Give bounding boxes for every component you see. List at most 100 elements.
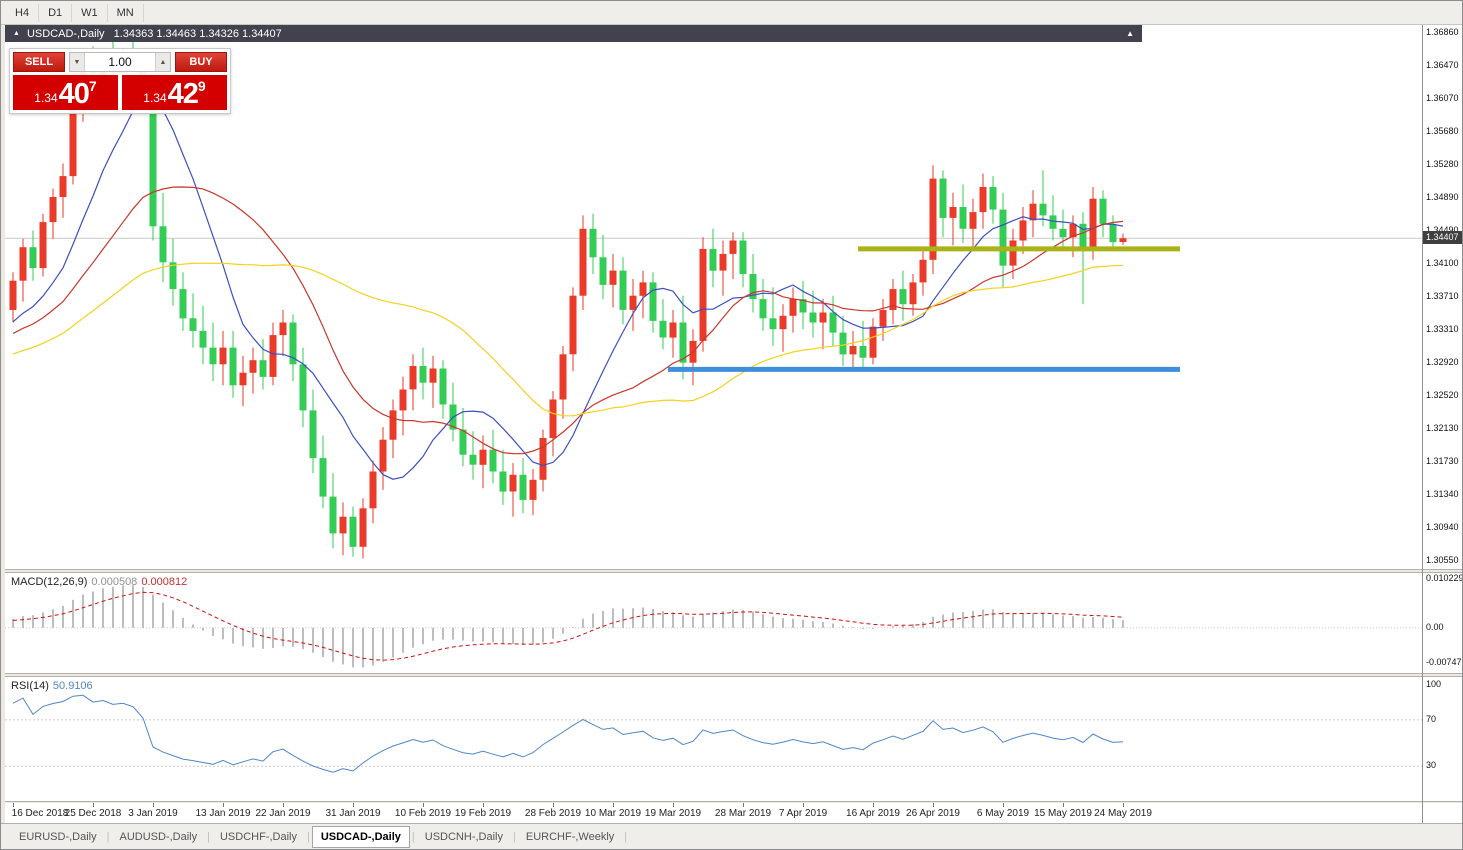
timeframe-button-h4[interactable]: H4 [6,3,40,22]
time-tick-label: 10 Mar 2019 [584,808,642,819]
time-tick [153,803,154,807]
scale-tick-label: 100 [1426,679,1442,690]
time-tick [613,803,614,807]
chart-workspace: ▲ USDCAD-,Daily 1.34363 1.34463 1.34326 … [1,25,1462,823]
pane-splitter-macd[interactable] [5,569,1422,573]
scale-tick-label: 1.35680 [1426,125,1459,136]
time-tick-label: 24 May 2019 [1094,808,1152,819]
chart-tab-usdchf-daily[interactable]: USDCHF-,Daily [219,830,297,843]
time-tick-label: 28 Mar 2019 [714,808,772,819]
scale-tick-label: 1.34490 [1426,225,1459,236]
rsi-canvas [5,694,1422,773]
time-tick [1123,803,1124,807]
timeframe-button-d1[interactable]: D1 [39,3,73,22]
time-tick-label: 15 May 2019 [1034,808,1092,819]
buy-price-big: 42 [167,78,199,110]
scale-tick-label: 1.34100 [1426,257,1459,268]
scale-corner [1423,803,1462,823]
rsi-scale: 100 70 30 [1423,677,1462,801]
time-tick [353,803,354,807]
time-tick [483,803,484,807]
scale-tick-label: 0.00 [1426,621,1444,632]
scale-splitter [1423,801,1462,803]
sell-price-big: 40 [58,78,90,110]
symbol-marker-icon: ▲ [13,30,20,37]
timeframe-toolbar: H4 D1 W1 MN [1,1,1462,25]
one-click-trading-panel: SELL ▼ 1.00 ▲ BUY [9,48,231,114]
sell-button[interactable]: SELL [13,52,65,72]
rsi-line [12,694,1124,773]
scale-tick-label: 30 [1426,760,1437,771]
volume-increase-button[interactable]: ▲ [155,53,170,71]
scale-tick-label: 1.33710 [1426,290,1459,301]
sell-price-display[interactable]: 1.34 40 7 [13,75,118,110]
time-tick-label: 7 Apr 2019 [778,808,828,819]
sell-price-prefix: 1.34 [34,91,58,105]
chart-tab-eurusd-daily[interactable]: EURUSD-,Daily [19,830,97,843]
scale-splitter [1423,673,1462,677]
scale-tick-label: 1.30550 [1426,555,1459,565]
time-tick [283,803,284,807]
price-scale: 1.36860 1.36470 1.36070 1.35680 1.35280 1.348… [1423,25,1462,569]
timeframe-button-mn[interactable]: MN [108,3,144,22]
scale-tick-label: -0.00747 [1426,657,1462,668]
macd-canvas [5,585,1422,668]
volume-input[interactable]: 1.00 [108,55,132,69]
time-tick [13,803,14,807]
price-scale-column: 1.36860 1.36470 1.36070 1.35680 1.35280 1.348… [1422,25,1462,823]
macd-signal-line [12,591,1124,661]
time-tick [673,803,674,807]
scale-tick-label: 1.36070 [1426,93,1459,104]
tab-separator: | [207,830,210,843]
time-tick-label: 31 Jan 2019 [325,808,381,819]
chart-tab-bar: EURUSD-,Daily | AUDUSD-,Daily | USDCHF-,Dail… [1,823,1462,849]
tab-separator: | [411,830,415,843]
chart-tab-usdcad-daily[interactable]: USDCAD-,Daily [311,825,410,848]
volume-decrease-button[interactable]: ▼ [70,53,85,71]
scale-tick-label: 1.32520 [1426,390,1459,401]
rsi-indicator-pane[interactable]: RSI(14) 50.9106 [5,677,1422,801]
macd-scale: 0.010229 0.00 -0.00747 [1423,573,1462,673]
tab-separator: | [106,830,110,843]
chart-tab-audusd-daily[interactable]: AUDUSD-,Daily [119,830,198,843]
chevron-down-icon: ▼ [73,58,81,66]
current-price-tag: 1.34407 [1423,231,1462,245]
scale-tick-label: 1.33310 [1426,324,1459,335]
macd-histogram [12,585,1124,668]
scale-tick-label: 1.32920 [1426,356,1459,367]
time-tick [743,803,744,807]
time-tick [1063,803,1064,807]
collapse-chart-icon[interactable]: ▲ [1126,29,1134,38]
time-tick-label: 19 Mar 2019 [644,808,702,819]
timeframe-button-w1[interactable]: W1 [72,3,108,22]
macd-label: MACD(12,26,9) 0.000508 0.000812 [11,576,188,588]
chevron-up-icon: ▲ [159,58,167,66]
time-tick [803,803,804,807]
scale-splitter [1423,569,1462,573]
scale-tick-label: 1.36470 [1426,59,1459,70]
chart-tab-usdcnh-daily[interactable]: USDCNH-,Daily [424,830,503,843]
buy-button[interactable]: BUY [175,52,227,72]
chart-title: USDCAD-,Daily [26,27,105,40]
time-tick [553,803,554,807]
chart-title-bar: ▲ USDCAD-,Daily 1.34363 1.34463 1.34326 … [5,25,1142,42]
tab-separator: | [513,830,516,843]
chart-tab-eurchf-weekly[interactable]: EURCHF-,Weekly [525,830,615,843]
scale-tick-label: 1.31730 [1426,456,1459,467]
pane-splitter-rsi[interactable] [5,673,1422,677]
scale-tick-label: 1.34890 [1426,191,1459,202]
time-tick-label: 26 Apr 2019 [906,808,960,819]
time-tick-label: 25 Dec 2018 [64,808,122,819]
volume-control: ▼ 1.00 ▲ [69,52,171,72]
buy-price-prefix: 1.34 [143,91,167,105]
time-tick [93,803,94,807]
time-tick-label: 3 Jan 2019 [128,808,178,819]
scale-tick-label: 1.32130 [1426,422,1459,433]
scale-tick-label: 1.30940 [1426,522,1459,533]
time-tick-label: 13 Jan 2019 [195,808,251,819]
macd-indicator-pane[interactable]: MACD(12,26,9) 0.000508 0.000812 [5,573,1422,673]
buy-price-display[interactable]: 1.34 42 9 [122,75,227,110]
time-tick-label: 16 Dec 2018 [11,808,69,819]
price-chart-pane[interactable]: ▲ USDCAD-,Daily 1.34363 1.34463 1.34326 … [5,25,1422,569]
